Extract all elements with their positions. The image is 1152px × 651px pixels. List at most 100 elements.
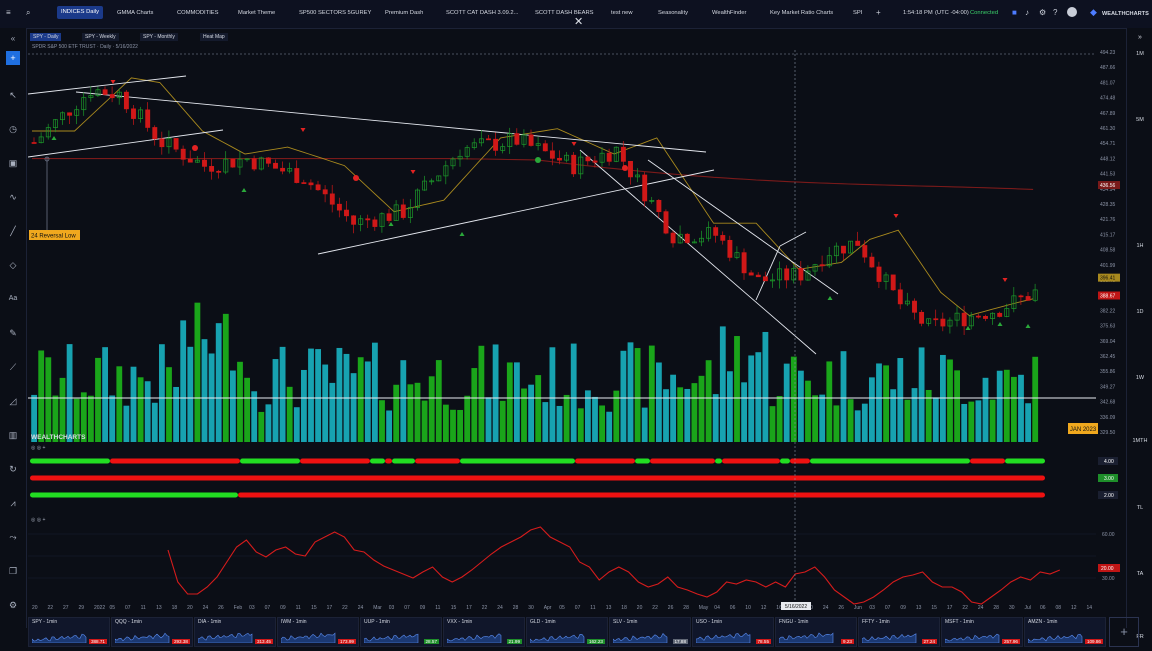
save-icon[interactable]: ■ [1012, 8, 1017, 17]
trendline[interactable] [75, 91, 707, 153]
tab-9[interactable]: Seasonality [658, 10, 688, 16]
timezone[interactable]: (UTC -04:00) [935, 10, 969, 16]
timeframe-4[interactable]: 1W [1135, 375, 1145, 381]
trendline[interactable] [28, 129, 224, 158]
add-icon[interactable]: + [6, 51, 20, 65]
add-tab-icon[interactable]: + [876, 8, 881, 17]
volume-bar [222, 313, 229, 442]
tab-3[interactable]: Market Theme [238, 10, 276, 16]
clock-icon[interactable]: ◷ [9, 124, 17, 134]
oscillator-controls-icon[interactable]: ◎ ◎ + [31, 517, 46, 523]
calendar-icon[interactable]: ▣ [8, 158, 18, 168]
trend-icon[interactable]: ∿ [9, 192, 17, 202]
subtab-0[interactable]: SPY - Daily [30, 33, 62, 41]
refresh-icon[interactable]: ↻ [9, 464, 17, 474]
tab-4[interactable]: SP500 SECTORS 5GUREY [299, 10, 372, 16]
volume-bar [38, 350, 45, 442]
timeframe-6[interactable]: TL [1136, 505, 1144, 511]
help-icon[interactable]: ? [1053, 8, 1058, 17]
tab-12[interactable]: SPI [853, 10, 863, 16]
gear-icon[interactable]: ⚙ [1039, 8, 1047, 17]
candle-body [500, 146, 506, 151]
watchlist-item[interactable]: FNGU - 1min 9.23 [775, 617, 857, 647]
watchlist-item[interactable]: FFTY - 1min 27.24 [858, 617, 940, 647]
watchlist-item[interactable]: SPY - 1min 388.71 [28, 617, 110, 647]
tab-0[interactable]: INDICES Daily [57, 6, 104, 19]
watchlist-item[interactable]: DIA - 1min 313.45 [194, 617, 276, 647]
watchlist-item[interactable]: AMZN - 1min 109.86 [1024, 617, 1106, 647]
brush-icon[interactable]: ✎ [9, 328, 17, 338]
oscillator-line [167, 526, 1061, 605]
signal-axis-box [1098, 457, 1118, 465]
text-tool-icon[interactable]: Aa [8, 295, 18, 302]
volume-bar [826, 361, 833, 442]
subtab-1[interactable]: SPY - Weekly [82, 33, 119, 41]
price-tick: 454.71 [1100, 141, 1116, 147]
watchlist-item[interactable]: QQQ - 1min 293.38 [111, 617, 193, 647]
timeframe-5[interactable]: 1MTH [1132, 438, 1148, 444]
timeframe-1[interactable]: 5M [1136, 117, 1144, 123]
search-icon[interactable]: ⌕ [26, 8, 31, 17]
trendline[interactable] [755, 245, 781, 301]
volume-bar [556, 405, 563, 442]
watchlist-item[interactable]: UUP - 1min 28.57 [360, 617, 442, 647]
watchlist-item[interactable]: GLD - 1min 162.23 [526, 617, 608, 647]
brand-logo-icon: ◆ [1090, 7, 1097, 17]
crosshair-date-box [781, 602, 811, 610]
timeframe-2[interactable]: 1H [1136, 243, 1144, 249]
tab-7[interactable]: SCOTT DASH BEARS [535, 10, 594, 16]
candle-body [74, 109, 80, 116]
subtab-3[interactable]: Heat Map [200, 33, 228, 41]
collapse-icon[interactable]: « [10, 34, 16, 43]
trendline[interactable] [579, 149, 817, 355]
indicator-icon[interactable]: ⤳ [9, 532, 17, 542]
chart-type-icon[interactable]: ⩘ [10, 498, 16, 508]
tab-5[interactable]: Premium Dash [385, 10, 424, 16]
trendline[interactable] [317, 169, 715, 255]
trash-icon[interactable]: ▥ [8, 430, 18, 440]
tab-6[interactable]: SCOTT CAT DASH 3.09.2... [446, 10, 519, 16]
menu-icon[interactable]: ≡ [6, 8, 11, 17]
trendline[interactable] [779, 231, 807, 247]
subtab-2[interactable]: SPY - Monthly [140, 33, 178, 41]
price-tick: 401.99 [1100, 263, 1116, 269]
x-tick: 06 [1040, 605, 1046, 611]
signal-controls-icon[interactable]: ◎ ◎ + [31, 445, 46, 451]
timeframe-3[interactable]: 1D [1136, 309, 1144, 315]
measure-icon[interactable]: ◿ [9, 396, 17, 406]
volume-bar [861, 403, 868, 442]
watchlist-item[interactable]: MSFT - 1min 257.96 [941, 617, 1023, 647]
ruler-icon[interactable]: ⟋ [9, 362, 17, 372]
tab-2[interactable]: COMMODITIES [177, 10, 219, 16]
close-icon[interactable]: ✕ [574, 16, 584, 28]
line-tool-icon[interactable]: ╱ [10, 226, 16, 236]
price-tick: 448.12 [1100, 156, 1116, 162]
watchlist-item[interactable]: IWM - 1min 173.99 [277, 617, 359, 647]
watchlist-item[interactable]: SLV - 1min 17.88 [609, 617, 691, 647]
expand-icon[interactable]: » [1138, 34, 1142, 41]
avatar[interactable] [1067, 7, 1077, 17]
trendline[interactable] [647, 159, 839, 295]
tab-10[interactable]: WealthFinder [712, 10, 747, 16]
tab-1[interactable]: GMMA Charts [117, 10, 154, 16]
watchlist-item[interactable]: USO - 1min 78.55 [692, 617, 774, 647]
price-tick: 342.68 [1100, 400, 1116, 406]
annotation-box[interactable] [29, 230, 80, 240]
sparkline [696, 632, 751, 643]
volume-bar [656, 362, 662, 442]
volume-bar [102, 347, 108, 442]
timeframe-0[interactable]: 1M [1136, 51, 1144, 57]
timeframe-7[interactable]: TA [1136, 571, 1144, 577]
settings-icon[interactable]: ⚙ [8, 600, 18, 610]
bell-icon[interactable]: ♪ [1025, 8, 1029, 17]
cursor-icon[interactable]: ↖ [9, 90, 17, 100]
watchlist-item[interactable]: VXX - 1min 21.99 [443, 617, 525, 647]
price-chart[interactable]: SPDR S&P 500 ETF TRUST · Daily · 5/16/20… [28, 42, 1124, 614]
tab-8[interactable]: test new [611, 10, 633, 16]
trendline[interactable] [28, 75, 187, 95]
shapes-icon[interactable]: ◇ [9, 260, 17, 270]
add-watchlist-button[interactable]: + [1109, 617, 1139, 647]
timeframe-8[interactable]: FR [1136, 634, 1144, 640]
layers-icon[interactable]: ❐ [8, 566, 18, 576]
tab-11[interactable]: Key Market Ratio Charts [770, 10, 834, 16]
